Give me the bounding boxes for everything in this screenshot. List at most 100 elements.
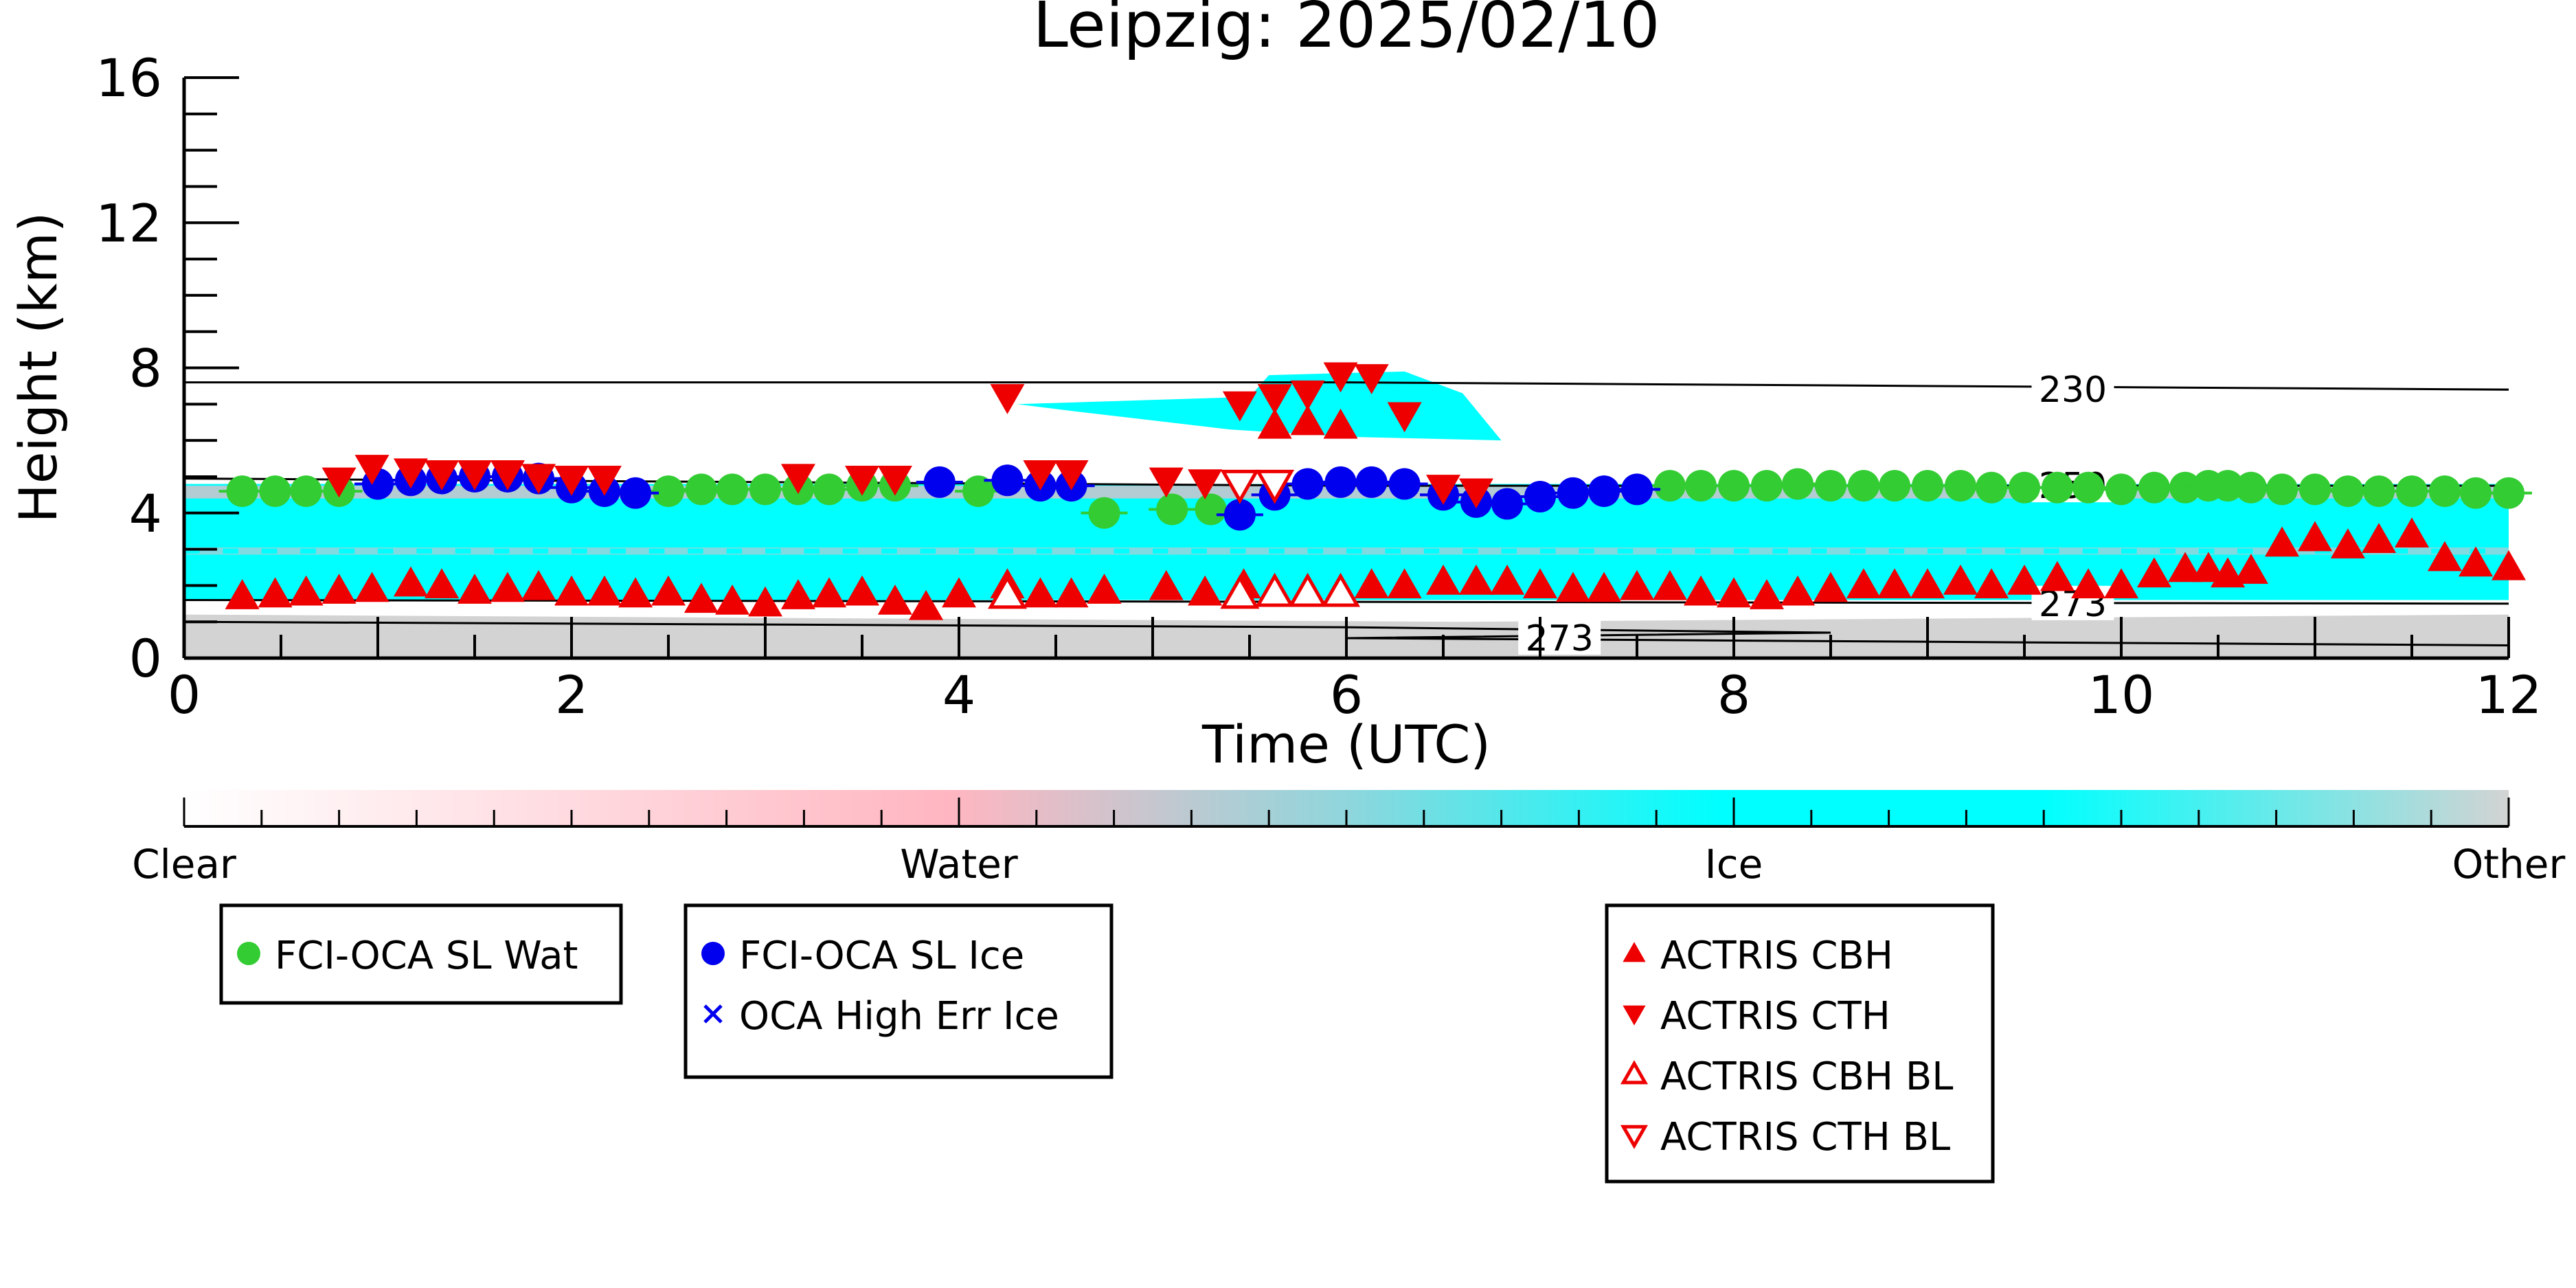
data-point	[2136, 557, 2171, 588]
data-point	[1257, 408, 1292, 439]
data-point	[1054, 460, 1089, 490]
data-point	[1323, 408, 1358, 439]
data-point	[2396, 475, 2428, 508]
data-point	[1355, 466, 1388, 498]
data-point	[780, 579, 815, 609]
isotherm-label-bg	[1518, 620, 1601, 655]
ice-texture	[1075, 548, 1091, 554]
ice-texture	[1888, 548, 1905, 554]
data-point	[1321, 572, 1360, 607]
ice-texture	[842, 548, 859, 554]
ice-texture	[1462, 548, 1478, 554]
data-point	[1222, 391, 1257, 422]
legend-frame	[219, 903, 623, 1005]
data-point	[1354, 364, 1389, 394]
data-point	[225, 579, 260, 609]
legend-label: ACTRIS CBH	[1660, 934, 1893, 978]
cloud-classification-background	[184, 371, 2509, 658]
ice-texture	[1695, 548, 1711, 554]
data-point	[1290, 380, 1325, 411]
ice-texture	[2121, 548, 2137, 554]
data-point	[521, 569, 556, 600]
y-tick-label: 0	[129, 628, 162, 689]
data-point	[1815, 470, 1846, 502]
ice-texture	[184, 548, 200, 554]
data-point	[1619, 569, 1655, 600]
data-point	[554, 465, 589, 496]
ice-texture	[1656, 548, 1672, 554]
data-point	[2191, 552, 2226, 583]
data-point	[2041, 471, 2073, 504]
data-point	[1354, 568, 1389, 598]
legend-label: OCA High Err Ice	[739, 994, 1059, 1039]
data-point	[2459, 546, 2494, 577]
data-point	[2071, 568, 2106, 598]
data-point	[425, 460, 460, 490]
ice-texture	[2198, 548, 2215, 554]
ice-texture	[765, 548, 781, 554]
isotherm-label: 273	[1526, 618, 1594, 659]
legend-marker	[703, 1004, 723, 1024]
y-axis-label: Height (km)	[8, 212, 69, 523]
data-point	[1156, 493, 1188, 526]
ice-texture	[1734, 548, 1750, 554]
colorbar-label: Clear	[132, 841, 236, 888]
data-point	[2103, 568, 2139, 598]
data-point	[2266, 473, 2298, 506]
legend-label: ACTRIS CTH	[1660, 994, 1890, 1039]
ice-texture	[1114, 548, 1130, 554]
colorbar-label: Other	[2452, 841, 2566, 888]
legend-label: ACTRIS CTH BL	[1660, 1115, 1950, 1160]
legends: FCI-OCA SL Wat FCI-OCA SL Ice OCA High Err…	[219, 903, 1995, 1184]
data-point	[1087, 574, 1122, 604]
data-point	[1257, 384, 1292, 414]
legend-box: FCI-OCA SL Ice OCA High Err Ice	[683, 903, 1114, 1079]
data-point	[1223, 499, 1256, 531]
data-point	[554, 575, 589, 606]
data-point	[1912, 470, 1943, 502]
ice-texture	[1811, 548, 1827, 554]
plot-axes: 0 4 8 12 16 0 2 4 6 8 10 12	[95, 47, 2542, 725]
data-point	[2493, 477, 2524, 509]
legend-marker	[1620, 1060, 1649, 1085]
legend-marker	[237, 942, 260, 965]
series-actris-cth-bl	[1220, 469, 1295, 504]
data-point	[620, 477, 652, 509]
data-point	[2297, 521, 2333, 552]
data-point	[1750, 470, 1783, 502]
data-point	[2460, 477, 2492, 509]
ice-texture	[2392, 548, 2408, 554]
data-point	[1588, 475, 1620, 508]
x-tick-label: 0	[168, 664, 201, 725]
x-tick-label: 10	[2088, 664, 2155, 725]
data-point	[2233, 554, 2268, 584]
data-point	[2138, 471, 2170, 504]
data-point	[490, 460, 525, 490]
data-point	[259, 475, 291, 508]
x-tick-label: 4	[942, 664, 975, 725]
ice-texture	[920, 548, 936, 554]
ice-texture	[494, 548, 510, 554]
data-point	[289, 575, 324, 606]
data-point	[1782, 468, 1814, 500]
data-point	[1188, 469, 1223, 500]
data-point	[1781, 575, 1816, 606]
ice-texture	[804, 548, 820, 554]
data-point	[1621, 473, 1653, 506]
ice-texture	[1307, 548, 1324, 554]
data-point	[716, 473, 749, 506]
data-point	[1387, 568, 1422, 598]
ice-texture	[2004, 548, 2021, 554]
ice-texture	[339, 548, 355, 554]
data-point	[1652, 569, 1687, 600]
data-point	[988, 574, 1027, 609]
data-point	[2211, 557, 2246, 588]
data-point	[1490, 564, 1525, 595]
data-point	[1749, 579, 1784, 609]
data-point	[587, 465, 622, 496]
data-point	[962, 475, 995, 508]
data-point	[2040, 561, 2075, 591]
ice-texture	[378, 548, 394, 554]
data-point	[354, 455, 389, 485]
data-point	[685, 473, 717, 506]
